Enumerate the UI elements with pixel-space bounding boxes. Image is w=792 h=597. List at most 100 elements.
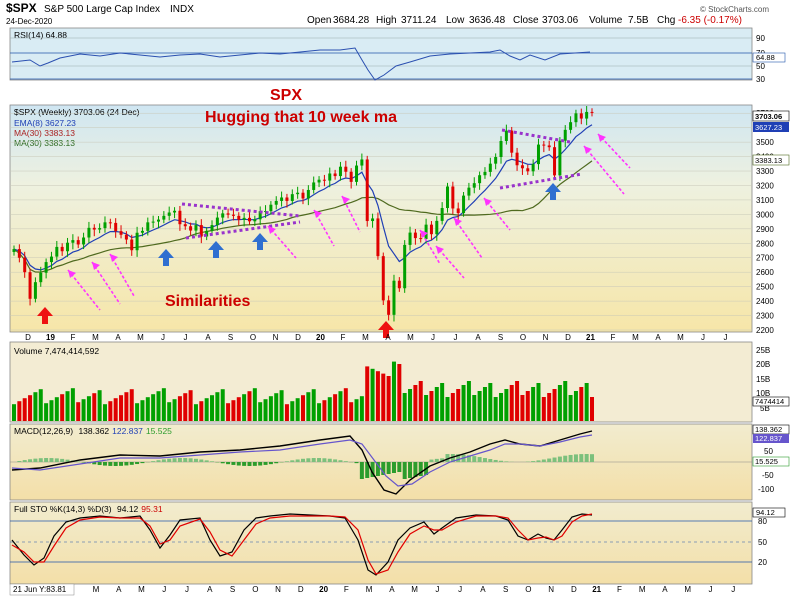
high-label: High [376, 15, 397, 26]
macd-hist-bar [333, 459, 338, 462]
legend-ema: EMA(8) 3627.23 [14, 118, 76, 128]
macd-hist-bar [161, 459, 166, 462]
volume-bar [541, 397, 546, 421]
price-candle [536, 138, 540, 170]
month-label: A [205, 333, 211, 342]
volume-bar [247, 391, 252, 421]
arrow-head-1 [68, 270, 76, 278]
annotation-title: SPX [270, 87, 302, 104]
macd-tag-text: 138.362 [755, 425, 782, 434]
volume-bar [375, 371, 380, 421]
month-label: O [520, 333, 526, 342]
price-tick: 2800 [756, 239, 774, 248]
volume-bar [573, 391, 578, 421]
macd-hist-bar [76, 461, 81, 462]
volume-bar [327, 397, 332, 421]
price-candle [446, 182, 449, 213]
ema-tag [753, 122, 789, 132]
month-label: A [115, 333, 121, 342]
volume-bar [151, 394, 156, 421]
volume-bar [54, 397, 59, 421]
volume-bar [370, 368, 375, 421]
price-candle [520, 159, 524, 175]
macd-hist-bar [54, 458, 59, 462]
volume-bar [284, 404, 289, 421]
macd-hist-bar [65, 459, 70, 462]
macd-hist-bar [327, 458, 332, 462]
price-candle [328, 167, 332, 188]
price-candle [317, 176, 321, 188]
trend-arrow-3 [109, 253, 135, 297]
macd-hist-bar [359, 462, 364, 479]
month-label: F [341, 333, 346, 342]
trend-arrow-1 [67, 269, 101, 311]
macd-hist-bar [541, 459, 546, 462]
price-candles [12, 106, 594, 322]
macd-hist-bar [231, 462, 236, 465]
price-candle [103, 216, 107, 233]
macd-hist-bar [573, 454, 578, 462]
macd-tick-minus-100: -100 [758, 485, 775, 494]
rsi-line [11, 47, 591, 81]
volume-bar [434, 387, 439, 421]
macd-hist-bar [172, 458, 177, 462]
month-label: O [250, 333, 256, 342]
red-arrow-2 [378, 321, 394, 338]
price-candle [499, 136, 503, 164]
macd-hist-bar [193, 458, 198, 462]
vol-tick-5b: 5B [760, 404, 770, 413]
price-candle [371, 213, 375, 228]
macd-hist-bar [242, 462, 247, 466]
price-candle [146, 217, 150, 236]
macd-hist-bar [386, 462, 391, 474]
rsi-tick-50: 50 [756, 62, 765, 71]
macd-hist-bar [210, 461, 215, 462]
month-label-bottom: A [662, 585, 668, 594]
macd-hist-bar [477, 457, 482, 462]
price-candle [483, 167, 487, 179]
blue-arrow-4 [545, 183, 561, 200]
macd-hist-bar [531, 461, 536, 462]
trend-arrow-12 [597, 133, 631, 169]
price-candle [563, 125, 567, 148]
macd-value: 138.362 [78, 426, 109, 436]
volume-bar [338, 391, 343, 421]
price-tick: 2500 [756, 283, 774, 292]
price-candle [44, 258, 48, 279]
macd-hist-bar [354, 462, 359, 464]
macd-hist-bar [92, 462, 97, 465]
volume-bar [140, 400, 145, 421]
volume-bar [477, 391, 482, 421]
macd-hist-bar [590, 454, 594, 462]
price-candle [280, 191, 284, 207]
arrow-head-11 [584, 146, 592, 154]
rsi-value-tag [752, 52, 786, 63]
month-label: M [632, 333, 639, 342]
macd-hist-bar [563, 455, 568, 462]
price-tick: 2200 [756, 326, 774, 335]
price-candle [456, 202, 460, 220]
price-candle [269, 201, 273, 215]
price-candle [205, 227, 209, 241]
price-candle [392, 274, 396, 322]
month-label: N [543, 333, 549, 342]
macd-hist-bar [183, 458, 188, 462]
volume-bar [520, 395, 525, 421]
annotation-subtitle: Hugging that 10 week ma [205, 109, 397, 126]
month-label: J [701, 333, 705, 342]
volume-bar [424, 395, 429, 421]
macd-hist-bar [140, 462, 145, 464]
month-label: M [362, 333, 369, 342]
price-candle [242, 213, 246, 227]
volume-bar [552, 389, 557, 421]
month-label: J [724, 333, 728, 342]
volume-bar [413, 385, 418, 421]
macd-hist-bar [306, 458, 311, 462]
volume-bar [268, 396, 273, 421]
volume-bar [359, 396, 364, 421]
price-candle [435, 216, 439, 241]
macd-hist-bar [295, 459, 300, 462]
arrow-head-4 [268, 226, 276, 234]
vol-tick-25b: 25B [756, 346, 770, 355]
legend-ma-1: MA(30) 3383.13 [14, 128, 75, 138]
